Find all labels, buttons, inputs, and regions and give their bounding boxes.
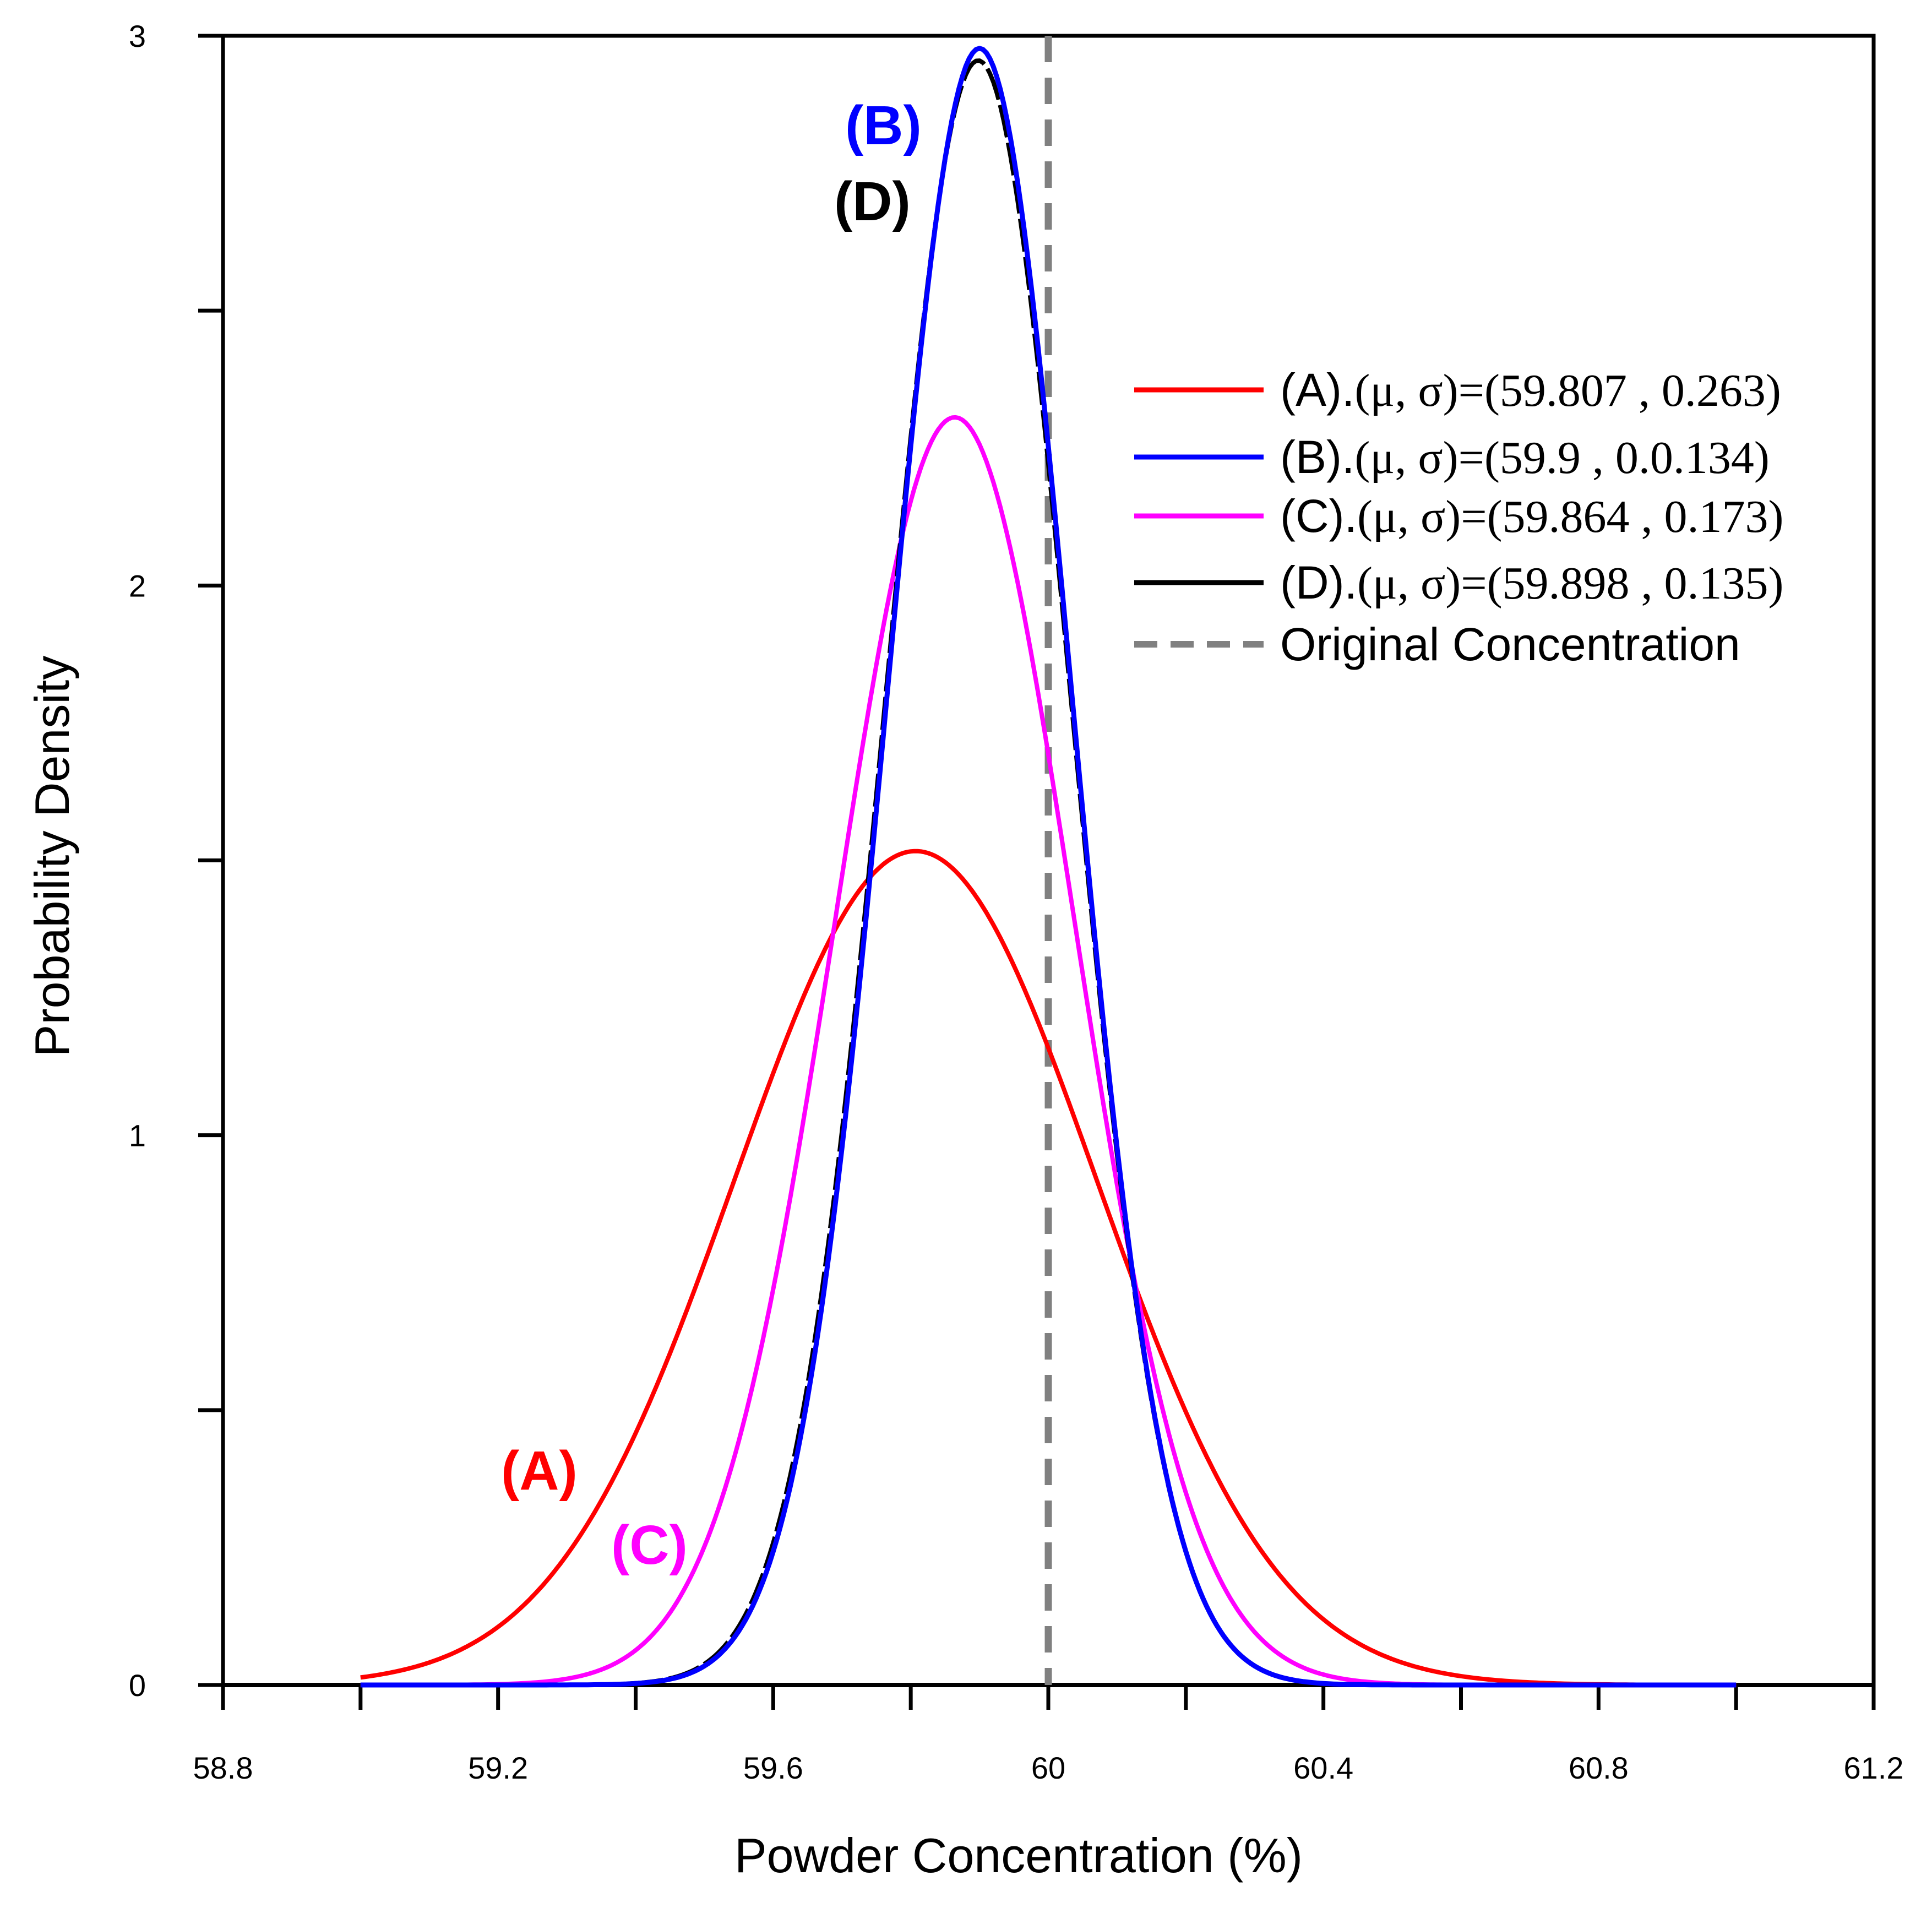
legend-label-c: (C).(μ, σ)=(59.864 , 0.173) xyxy=(1280,490,1784,542)
x-tick-label: 60 xyxy=(1031,1751,1065,1785)
legend-label-d: (D).(μ, σ)=(59.898 , 0.135) xyxy=(1280,557,1784,609)
x-tick-label: 61.2 xyxy=(1844,1751,1904,1785)
legend: (A).(μ, σ)=(59.807 , 0.263) (B).(μ, σ)=(… xyxy=(1134,364,1784,670)
annotation-d: (D) xyxy=(834,171,911,232)
x-tick-label: 59.6 xyxy=(743,1751,803,1785)
y-axis-title: Probability Density xyxy=(25,656,79,1057)
legend-label-original: Original Concentration xyxy=(1280,618,1740,670)
curve-a xyxy=(360,849,1737,1687)
y-tick-label: 1 xyxy=(129,1118,146,1153)
annotation-b: (B) xyxy=(845,95,922,156)
x-tick-label: 60.8 xyxy=(1569,1751,1629,1785)
legend-label-b: (B).(μ, σ)=(59.9 , 0.0.134) xyxy=(1280,431,1770,483)
annotation-c: (C) xyxy=(611,1514,688,1576)
curve-b xyxy=(360,46,1737,1688)
y-tick-label: 3 xyxy=(129,19,146,53)
curves-group xyxy=(360,46,1737,1688)
y-tick-label: 0 xyxy=(129,1668,146,1703)
x-axis-title: Powder Concentration (%) xyxy=(734,1828,1303,1883)
annotation-a: (A) xyxy=(501,1440,578,1502)
x-tick-label: 58.8 xyxy=(193,1751,253,1785)
x-tick-label: 59.2 xyxy=(468,1751,528,1785)
y-tick-label: 2 xyxy=(129,568,146,603)
x-tick-label: 60.4 xyxy=(1293,1751,1353,1785)
legend-label-a: (A).(μ, σ)=(59.807 , 0.263) xyxy=(1280,364,1781,416)
